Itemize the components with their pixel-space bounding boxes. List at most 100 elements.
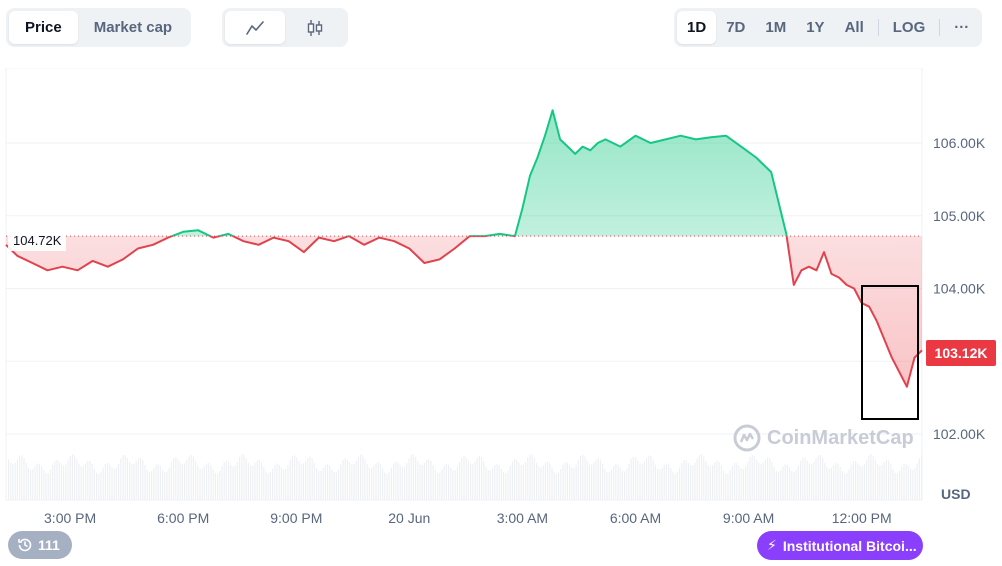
volume-bar	[819, 455, 821, 500]
volume-bar	[511, 461, 513, 500]
volume-bar	[487, 470, 489, 500]
volume-bar	[870, 454, 872, 500]
volume-bar	[111, 467, 113, 500]
volume-bar	[903, 463, 905, 500]
price-tab[interactable]: Price	[9, 11, 78, 44]
volume-bar	[910, 468, 912, 500]
more-options-button[interactable]: ···	[954, 19, 970, 36]
line-chart-icon[interactable]	[225, 11, 285, 44]
volume-bar	[179, 462, 181, 500]
price-chart[interactable]: 102.00K 104.00K 105.00K 106.00K	[0, 67, 1002, 508]
volume-bar	[822, 458, 824, 500]
volume-bar	[25, 462, 27, 500]
volume-bar	[797, 465, 799, 500]
volume-bar	[49, 469, 51, 500]
volume-bar	[45, 473, 47, 500]
volume-bar	[577, 459, 579, 500]
price-line-down	[5, 236, 923, 388]
events-count-badge[interactable]: 111	[8, 531, 72, 559]
price-line-up	[169, 109, 788, 237]
reference-price-label: 104.72K	[8, 231, 67, 251]
volume-bar	[353, 464, 355, 500]
volume-bar	[342, 459, 344, 500]
volume-bar	[676, 472, 678, 500]
volume-bar	[533, 457, 535, 500]
volume-bar	[311, 458, 313, 500]
volume-bar	[549, 463, 551, 500]
range-all[interactable]: All	[844, 19, 864, 36]
volume-bar	[771, 461, 773, 500]
volume-bar	[214, 473, 216, 500]
volume-bar	[56, 459, 58, 500]
volume-bar	[181, 464, 183, 500]
volume-bar	[630, 459, 632, 500]
volume-bar	[335, 472, 337, 500]
volume-bar	[122, 455, 124, 500]
volume-bar	[34, 466, 36, 500]
volume-bar	[287, 465, 289, 500]
volume-bar	[54, 460, 56, 500]
volume-bar	[830, 467, 832, 500]
volume-bar	[140, 457, 142, 500]
range-1m[interactable]: 1M	[765, 19, 787, 36]
volume-bar	[96, 472, 98, 500]
range-1y[interactable]: 1Y	[806, 19, 825, 36]
volume-bar	[375, 463, 377, 500]
volume-bar	[377, 462, 379, 500]
volume-bar	[610, 469, 612, 500]
volume-bar	[476, 457, 478, 500]
range-1d[interactable]: 1D	[677, 11, 717, 44]
volume-bar	[872, 455, 874, 500]
log-scale-button[interactable]: LOG	[892, 19, 926, 36]
volume-bar	[395, 461, 397, 500]
volume-bar	[492, 468, 494, 500]
volume-bar	[71, 454, 73, 500]
range-7d[interactable]: 7D	[726, 19, 746, 36]
volume-bar	[298, 461, 300, 500]
volume-bar	[905, 463, 907, 500]
volume-bar	[52, 464, 54, 500]
volume-bar	[58, 461, 60, 500]
volume-bar	[384, 472, 386, 500]
candlestick-icon[interactable]	[285, 11, 345, 44]
volume-bar	[615, 464, 617, 500]
volume-bar	[60, 464, 62, 500]
volume-bar	[437, 473, 439, 500]
news-pill[interactable]: ⚡ Institutional Bitcoi...	[757, 531, 923, 560]
volume-bar	[861, 466, 863, 500]
volume-bar	[228, 462, 230, 500]
highlight-box	[861, 285, 919, 420]
volume-bar	[681, 462, 683, 500]
volume-bar	[901, 466, 903, 500]
divider	[939, 19, 941, 36]
volume-bar	[100, 471, 102, 500]
volume-bar	[135, 460, 137, 500]
volume-bar	[133, 463, 135, 500]
volume-bar	[43, 470, 45, 500]
volume-bar	[366, 464, 368, 500]
volume-bar	[793, 472, 795, 500]
volume-bar	[683, 460, 685, 500]
volume-bar	[208, 462, 210, 500]
x-tick-label: 3:00 AM	[496, 510, 549, 526]
volume-bar	[355, 460, 357, 500]
volume-bar	[333, 472, 335, 500]
volume-bar	[608, 472, 610, 500]
volume-bar	[267, 473, 269, 500]
volume-bar	[276, 463, 278, 500]
volume-bar	[826, 467, 828, 500]
volume-bar	[408, 458, 410, 500]
volume-bar	[694, 462, 696, 500]
volume-bar	[736, 463, 738, 500]
volume-bar	[784, 464, 786, 500]
volume-bar	[126, 458, 128, 500]
market-cap-tab[interactable]: Market cap	[93, 19, 173, 36]
volume-bar	[456, 467, 458, 500]
volume-bar	[813, 462, 815, 500]
volume-bar	[192, 456, 194, 500]
volume-bar	[230, 464, 232, 500]
volume-bar	[637, 460, 639, 500]
volume-bar	[652, 459, 654, 500]
volume-bar	[19, 456, 21, 500]
volume-bar	[256, 460, 258, 500]
